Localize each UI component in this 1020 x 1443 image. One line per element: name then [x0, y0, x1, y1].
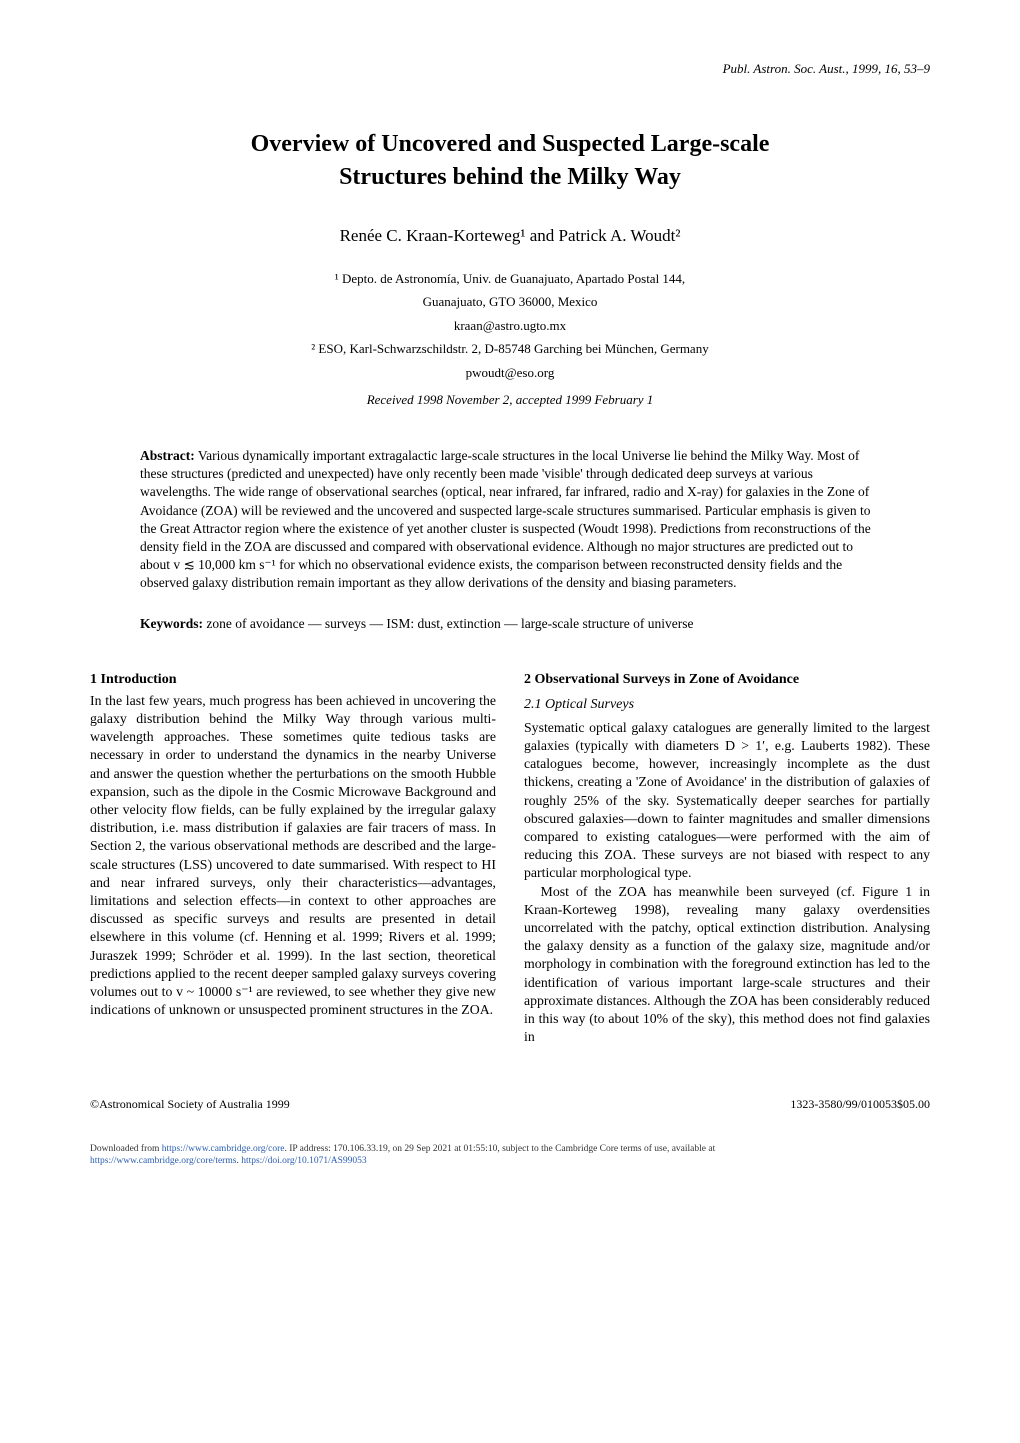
section-1-heading: 1 Introduction: [90, 671, 496, 690]
copyright-text: ©Astronomical Society of Australia 1999: [90, 1096, 290, 1112]
download-notice: Downloaded from https://www.cambridge.or…: [90, 1143, 930, 1168]
abstract-block: Abstract: Various dynamically important …: [140, 447, 880, 593]
paper-title: Overview of Uncovered and Suspected Larg…: [90, 128, 930, 195]
title-line-1: Overview of Uncovered and Suspected Larg…: [251, 131, 770, 157]
right-column: 2 Observational Surveys in Zone of Avoid…: [524, 671, 930, 1046]
keywords-block: Keywords: zone of avoidance — surveys — …: [140, 615, 880, 633]
affiliation-1-email: kraan@astro.ugto.mx: [90, 317, 930, 335]
abstract-text: Various dynamically important extragalac…: [140, 448, 871, 591]
doi-link[interactable]: https://doi.org/10.1071/AS99053: [241, 1156, 366, 1166]
intro-paragraph-1: In the last few years, much progress has…: [90, 692, 496, 1020]
affiliation-2-email: pwoudt@eso.org: [90, 364, 930, 382]
abstract-label: Abstract:: [140, 448, 195, 463]
affiliation-1-line-1: ¹ Depto. de Astronomía, Univ. de Guanaju…: [90, 270, 930, 288]
received-date: Received 1998 November 2, accepted 1999 …: [90, 391, 930, 409]
download-mid: . IP address: 170.106.33.19, on 29 Sep 2…: [284, 1144, 715, 1154]
section-2-heading: 2 Observational Surveys in Zone of Avoid…: [524, 671, 930, 690]
keywords-text: zone of avoidance — surveys — ISM: dust,…: [203, 616, 694, 631]
two-column-body: 1 Introduction In the last few years, mu…: [90, 671, 930, 1046]
obs-paragraph-1: Systematic optical galaxy catalogues are…: [524, 719, 930, 883]
issn-text: 1323-3580/99/010053$05.00: [790, 1096, 930, 1112]
publication-header: Publ. Astron. Soc. Aust., 1999, 16, 53–9: [90, 60, 930, 78]
title-line-2: Structures behind the Milky Way: [339, 164, 681, 190]
left-column: 1 Introduction In the last few years, mu…: [90, 671, 496, 1046]
obs-paragraph-2: Most of the ZOA has meanwhile been surve…: [524, 883, 930, 1047]
download-prefix: Downloaded from: [90, 1144, 162, 1154]
section-2-1-heading: 2.1 Optical Surveys: [524, 696, 930, 715]
affiliation-2-line-1: ² ESO, Karl-Schwarzschildstr. 2, D-85748…: [90, 340, 930, 358]
keywords-label: Keywords:: [140, 616, 203, 631]
page-footer: ©Astronomical Society of Australia 1999 …: [90, 1096, 930, 1112]
cambridge-core-link[interactable]: https://www.cambridge.org/core: [162, 1144, 285, 1154]
authors: Renée C. Kraan-Korteweg¹ and Patrick A. …: [90, 225, 930, 248]
cambridge-terms-link[interactable]: https://www.cambridge.org/core/terms: [90, 1156, 236, 1166]
affiliation-1-line-2: Guanajuato, GTO 36000, Mexico: [90, 293, 930, 311]
